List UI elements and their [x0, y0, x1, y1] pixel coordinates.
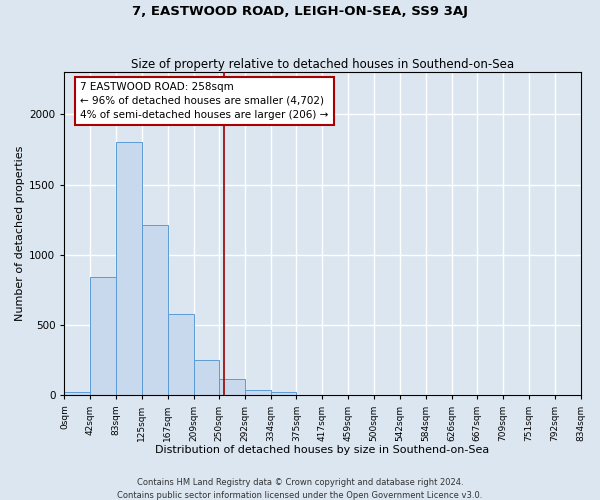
X-axis label: Distribution of detached houses by size in Southend-on-Sea: Distribution of detached houses by size … — [155, 445, 490, 455]
Text: Contains HM Land Registry data © Crown copyright and database right 2024.
Contai: Contains HM Land Registry data © Crown c… — [118, 478, 482, 500]
Bar — [245, 390, 271, 396]
Text: 7 EASTWOOD ROAD: 258sqm
← 96% of detached houses are smaller (4,702)
4% of semi-: 7 EASTWOOD ROAD: 258sqm ← 96% of detache… — [80, 82, 328, 120]
Bar — [168, 314, 194, 396]
Bar — [142, 224, 168, 396]
Bar — [116, 142, 142, 396]
Bar — [64, 392, 91, 396]
Bar — [219, 380, 245, 396]
Bar — [194, 360, 219, 396]
Y-axis label: Number of detached properties: Number of detached properties — [15, 146, 25, 322]
Text: 7, EASTWOOD ROAD, LEIGH-ON-SEA, SS9 3AJ: 7, EASTWOOD ROAD, LEIGH-ON-SEA, SS9 3AJ — [132, 5, 468, 18]
Bar — [271, 392, 296, 396]
Bar — [91, 278, 116, 396]
Title: Size of property relative to detached houses in Southend-on-Sea: Size of property relative to detached ho… — [131, 58, 514, 71]
